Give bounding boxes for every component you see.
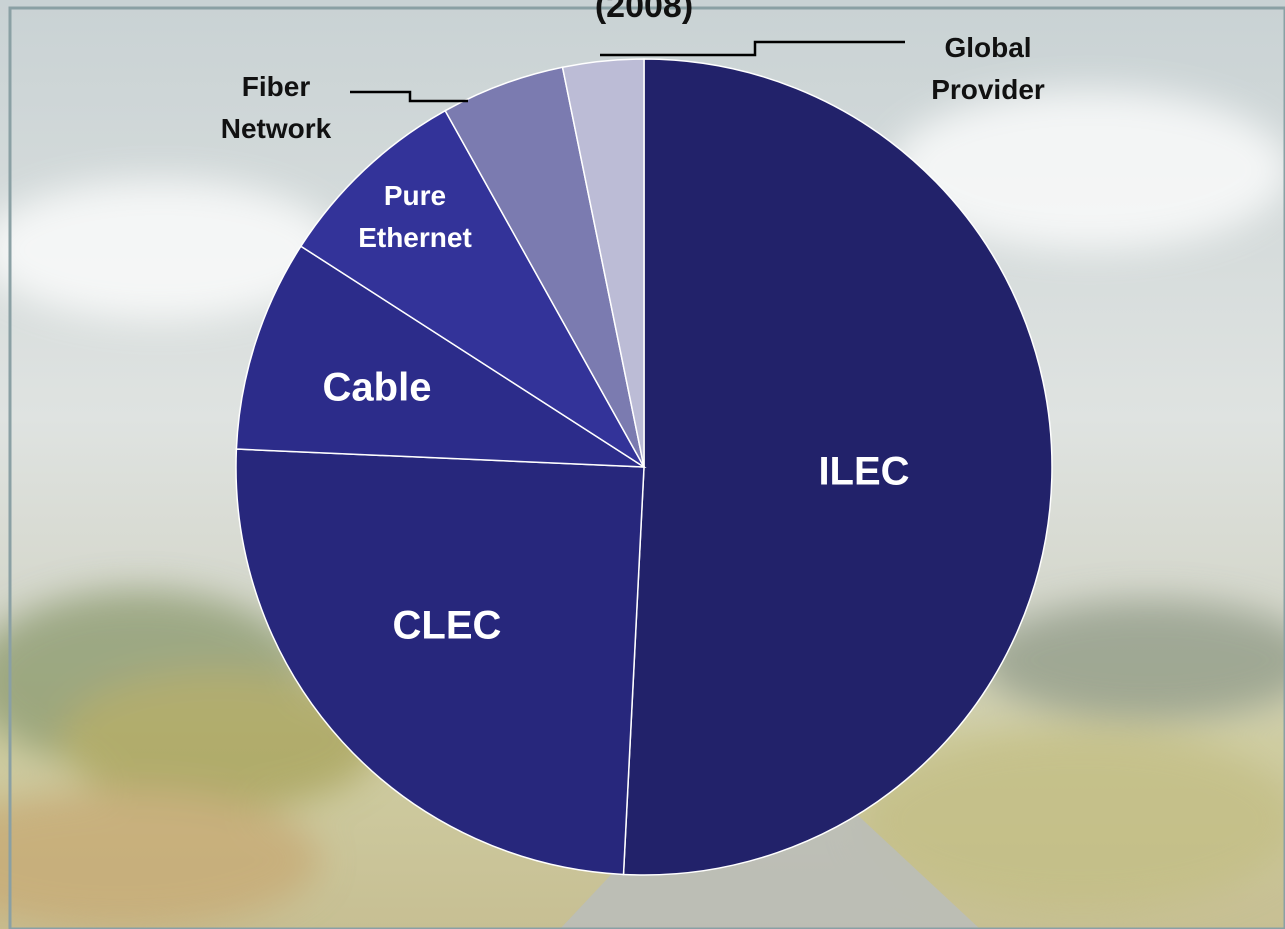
slice-label: Pure Ethernet xyxy=(358,180,472,253)
slice-label: ILEC xyxy=(818,450,909,494)
pie-slice xyxy=(561,58,645,468)
pie-slice xyxy=(235,448,645,876)
pie-slice xyxy=(622,58,1053,876)
slice-label: Cable xyxy=(323,366,432,410)
pie-slice xyxy=(235,245,647,468)
slice-label: CLEC xyxy=(393,604,502,648)
pie xyxy=(235,58,1053,876)
leader-lines xyxy=(350,40,905,103)
slice-label: Global Provider xyxy=(931,32,1045,105)
pie-slice xyxy=(299,109,645,468)
slice-label: Fiber Network xyxy=(221,71,332,144)
chart-title: (2008) xyxy=(595,0,693,25)
